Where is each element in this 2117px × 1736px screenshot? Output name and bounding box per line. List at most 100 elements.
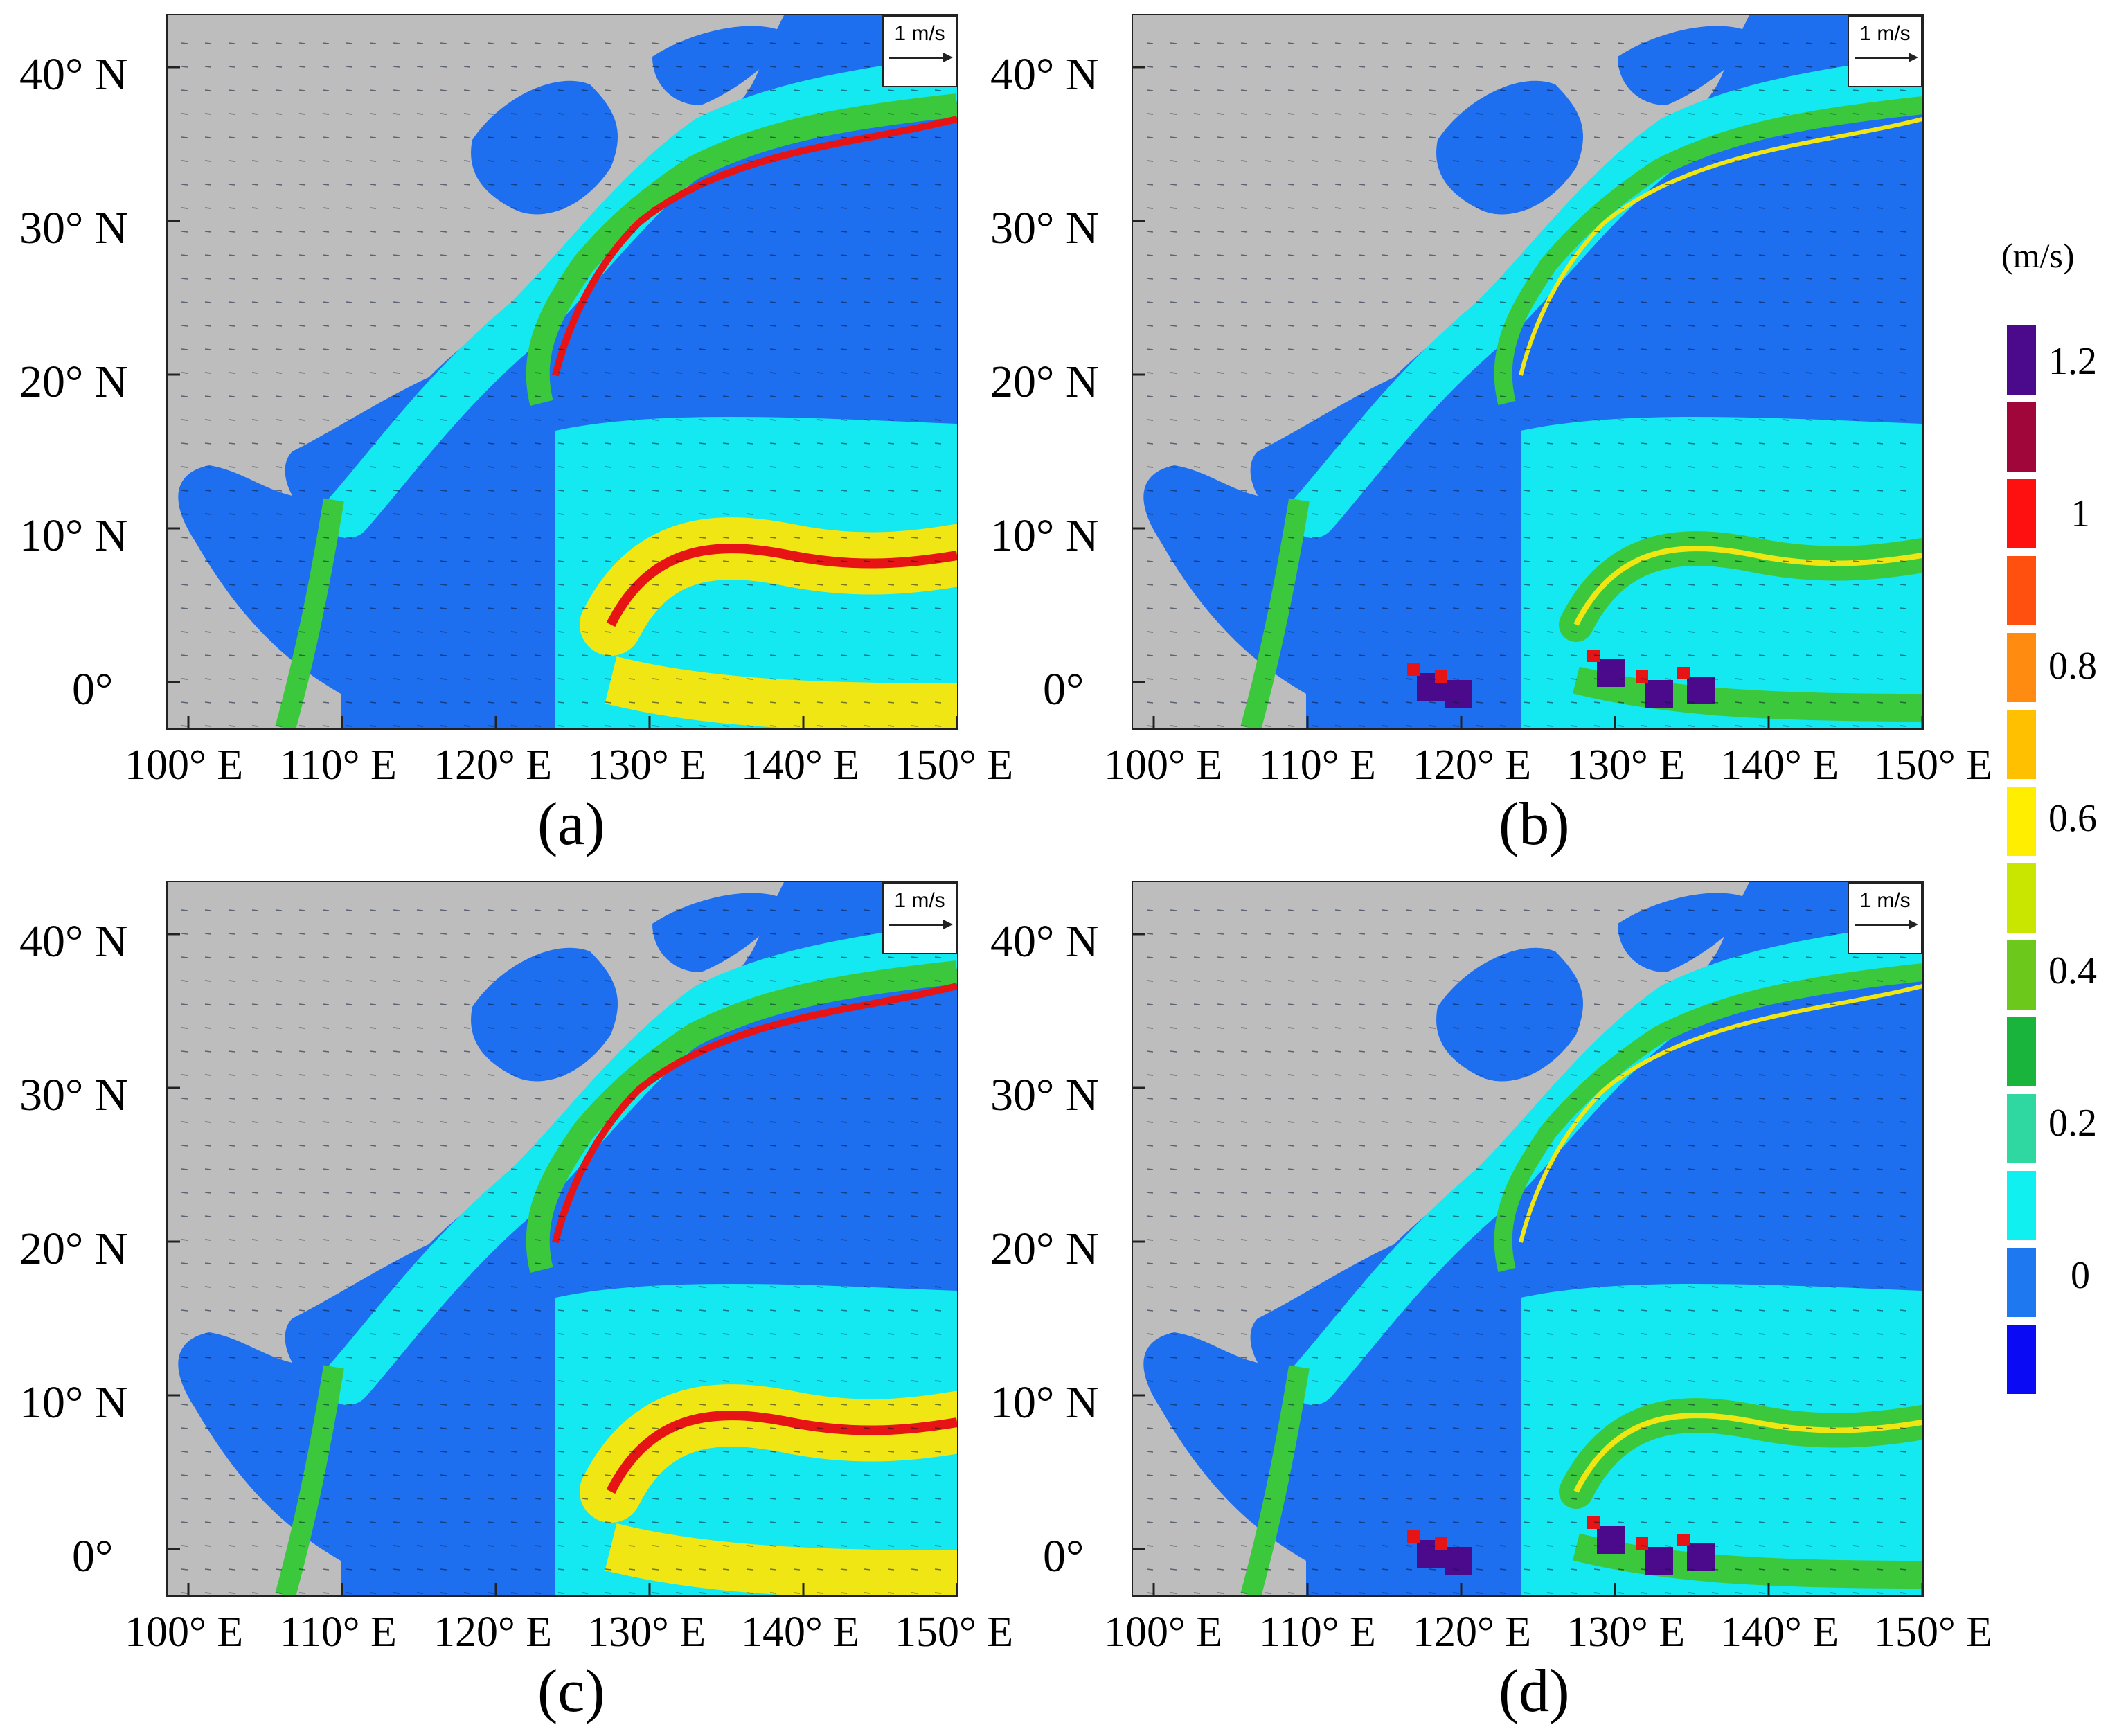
velocity-vector <box>628 1145 636 1147</box>
velocity-vector <box>322 909 330 911</box>
velocity-vector <box>1499 66 1507 68</box>
velocity-vector <box>1900 1474 1907 1476</box>
velocity-vector <box>1311 442 1319 445</box>
velocity-vector <box>275 231 283 233</box>
velocity-vector <box>1452 1474 1460 1476</box>
velocity-vector <box>251 1309 259 1312</box>
velocity-vector <box>181 1498 188 1500</box>
velocity-vector <box>1334 1451 1342 1453</box>
velocity-vector <box>1593 1309 1601 1312</box>
velocity-vector <box>1193 490 1201 492</box>
velocity-vector <box>675 89 683 91</box>
velocity-vector <box>628 607 636 609</box>
velocity-vector <box>1334 1474 1342 1476</box>
velocity-vector <box>1735 490 1742 492</box>
velocity-vector <box>746 537 753 539</box>
velocity-vector <box>1664 442 1672 445</box>
velocity-vector <box>440 1168 447 1170</box>
velocity-vector <box>393 956 400 958</box>
velocity-vector <box>864 1568 871 1571</box>
velocity-vector <box>1758 654 1766 656</box>
velocity-vector <box>369 1050 377 1053</box>
velocity-vector <box>440 1262 447 1264</box>
velocity-vector <box>1240 1521 1248 1523</box>
velocity-vector <box>1900 560 1907 562</box>
velocity-vector <box>228 325 235 327</box>
velocity-vector <box>699 301 706 303</box>
velocity-vector <box>840 89 848 91</box>
velocity-vector <box>534 956 542 958</box>
velocity-vector <box>605 490 612 492</box>
velocity-vector <box>1617 490 1625 492</box>
velocity-vector <box>1217 325 1224 327</box>
velocity-vector <box>816 654 824 656</box>
velocity-vector <box>1358 1521 1366 1523</box>
colorbar-swatch <box>2007 479 2036 548</box>
velocity-vector <box>746 1568 753 1571</box>
velocity-vector <box>1476 560 1483 562</box>
velocity-vector <box>510 1451 518 1453</box>
velocity-vector <box>440 348 447 350</box>
velocity-vector <box>1617 42 1625 44</box>
velocity-vector <box>1240 1145 1248 1147</box>
velocity-vector <box>1334 1521 1342 1523</box>
velocity-vector <box>369 1215 377 1217</box>
velocity-vector <box>1217 537 1224 539</box>
velocity-vector <box>251 1427 259 1429</box>
velocity-vector <box>346 42 353 44</box>
velocity-vector <box>1593 136 1601 138</box>
velocity-vector <box>1264 325 1271 327</box>
velocity-vector <box>1570 1168 1578 1170</box>
velocity-vector <box>934 1168 942 1170</box>
velocity-vector <box>793 136 801 138</box>
velocity-vector <box>1758 231 1766 233</box>
velocity-vector <box>1146 1357 1154 1359</box>
velocity-vector <box>1735 654 1742 656</box>
velocity-vector <box>1570 607 1578 609</box>
velocity-vector <box>487 1451 494 1453</box>
velocity-vector <box>1876 1098 1884 1100</box>
velocity-vector <box>228 66 235 68</box>
velocity-vector <box>298 1451 306 1453</box>
velocity-vector <box>699 1498 706 1500</box>
velocity-vector <box>275 254 283 256</box>
velocity-vector <box>557 1451 565 1453</box>
velocity-vector <box>1382 254 1389 256</box>
velocity-vector <box>228 1357 235 1359</box>
velocity-vector <box>510 278 518 280</box>
velocity-vector <box>1240 933 1248 935</box>
velocity-vector <box>487 278 494 280</box>
velocity-map <box>168 882 957 1595</box>
velocity-vector <box>1782 325 1789 327</box>
velocity-vector <box>746 1215 753 1217</box>
velocity-vector <box>1735 1262 1742 1264</box>
velocity-vector <box>722 654 730 656</box>
velocity-vector <box>1287 1568 1295 1571</box>
velocity-vector <box>934 184 942 186</box>
velocity-vector <box>1782 1427 1789 1429</box>
velocity-vector <box>1593 909 1601 911</box>
velocity-vector <box>1688 1427 1695 1429</box>
velocity-vector <box>275 184 283 186</box>
lat-label-20n: 20° N <box>19 357 128 407</box>
velocity-vector <box>1193 89 1201 91</box>
velocity-vector <box>887 537 895 539</box>
velocity-vector <box>1664 89 1672 91</box>
velocity-vector <box>816 1568 824 1571</box>
velocity-vector <box>1805 136 1813 138</box>
velocity-vector <box>1264 1192 1271 1194</box>
velocity-vector <box>346 325 353 327</box>
velocity-vector <box>1688 1451 1695 1453</box>
velocity-vector <box>1311 933 1319 935</box>
velocity-vector <box>298 89 306 91</box>
velocity-vector <box>1358 490 1366 492</box>
velocity-vector <box>746 1145 753 1147</box>
velocity-vector <box>769 537 777 539</box>
velocity-vector <box>1664 1521 1672 1523</box>
velocity-vector <box>1358 136 1366 138</box>
velocity-vector <box>628 584 636 586</box>
velocity-vector <box>1641 1192 1648 1194</box>
velocity-vector <box>557 701 565 704</box>
velocity-vector <box>911 701 918 704</box>
velocity-vector <box>298 1498 306 1500</box>
